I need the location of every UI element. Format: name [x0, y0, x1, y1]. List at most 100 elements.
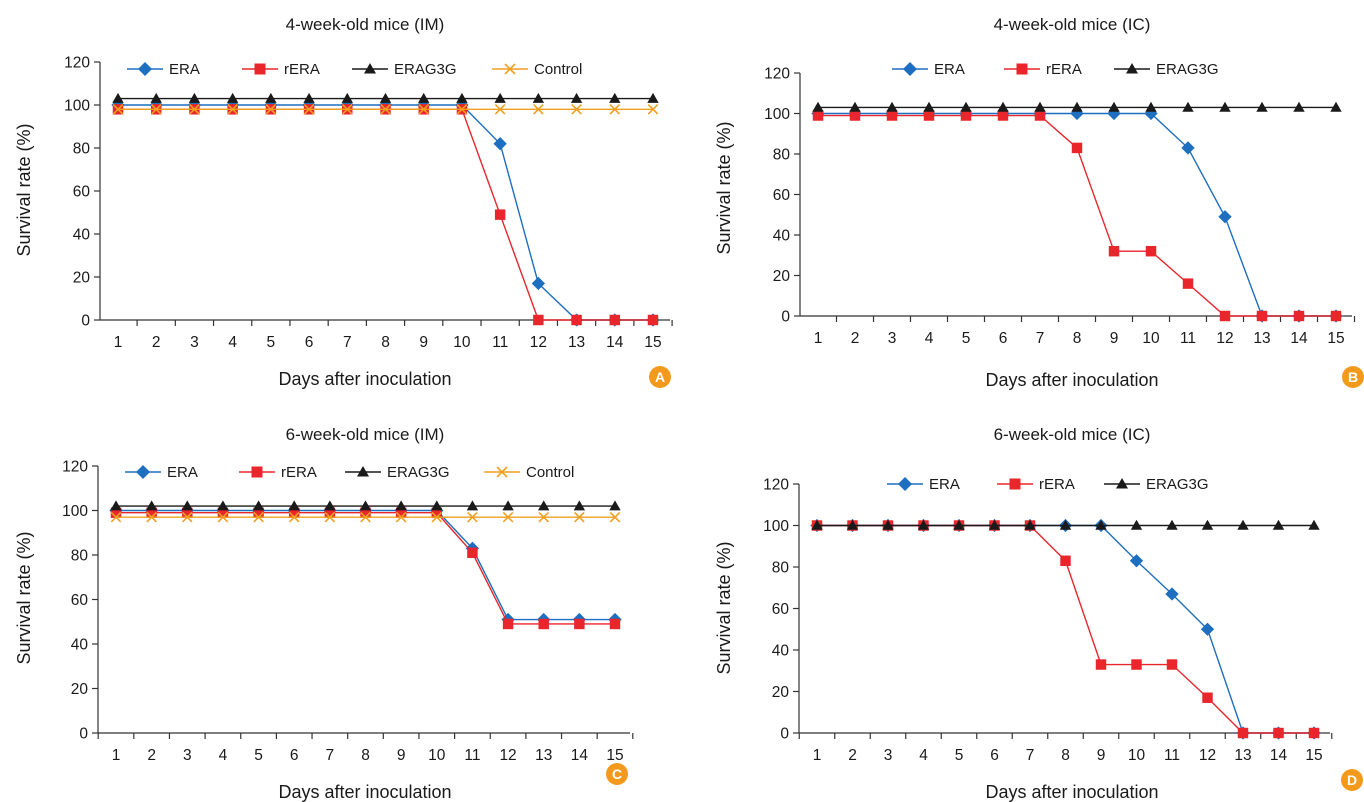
- data-point: [988, 519, 1001, 530]
- x-tick-label: 11: [1180, 330, 1196, 347]
- series-line: [118, 108, 653, 321]
- data-point: [960, 110, 972, 121]
- x-axis-label: Days after inoculation: [278, 369, 451, 389]
- y-axis-label: Survival rate (%): [14, 531, 34, 664]
- data-point: [1219, 101, 1231, 112]
- panel-badge-circle: [606, 763, 628, 785]
- panel-badge: B: [1342, 366, 1364, 388]
- data-point: [886, 110, 898, 121]
- data-point: [1330, 310, 1342, 322]
- y-axis-label: Survival rate (%): [14, 123, 34, 256]
- data-point: [609, 92, 621, 103]
- data-point: [923, 110, 935, 121]
- y-tick-label: 40: [71, 637, 89, 654]
- data-point: [146, 507, 157, 518]
- y-tick-label: 60: [773, 187, 791, 204]
- data-point: [531, 276, 546, 291]
- legend-item-rera: rERA: [239, 464, 317, 481]
- legend-label: ERAG3G: [387, 464, 450, 481]
- x-tick-label: 3: [888, 330, 897, 347]
- data-point: [265, 92, 277, 103]
- data-point: [265, 103, 277, 115]
- y-tick-label: 40: [73, 227, 91, 244]
- panel-badge-label: B: [1348, 369, 1358, 385]
- y-tick-label: 80: [73, 141, 91, 158]
- data-point: [997, 101, 1009, 112]
- data-point: [1272, 519, 1285, 530]
- data-point: [431, 507, 443, 518]
- series-rera: [110, 507, 621, 630]
- data-point: [182, 507, 193, 518]
- y-axis-label: Survival rate (%): [714, 541, 734, 674]
- x-tick-label: 13: [568, 334, 585, 351]
- x-tick-label: 11: [464, 747, 480, 764]
- series-rera: [112, 104, 659, 326]
- y-tick-label: 0: [79, 726, 88, 743]
- data-point: [811, 519, 823, 530]
- y-tick-label: 100: [764, 106, 790, 123]
- legend-marker: [136, 465, 150, 479]
- data-point: [324, 500, 336, 511]
- data-point: [1182, 278, 1194, 289]
- data-point: [181, 500, 193, 511]
- panel-badge: D: [1341, 769, 1363, 791]
- y-tick-label: 20: [71, 681, 89, 698]
- x-tick-label: 9: [1110, 330, 1119, 347]
- legend-marker: [357, 466, 369, 477]
- chart-title: 4-week-old mice (IM): [286, 15, 445, 34]
- data-point: [145, 500, 158, 511]
- legend-marker: [898, 477, 912, 491]
- data-point: [1256, 101, 1268, 112]
- data-point: [418, 92, 430, 103]
- data-point: [431, 500, 443, 511]
- legend-label: ERA: [934, 61, 965, 78]
- data-point: [303, 92, 315, 103]
- legend-label: Control: [526, 464, 574, 481]
- x-tick-label: 2: [147, 747, 156, 764]
- data-point: [846, 519, 859, 530]
- data-point: [882, 519, 894, 530]
- data-point: [324, 507, 336, 518]
- legend-item-era: ERA: [127, 61, 200, 78]
- legend-label: ERA: [929, 476, 960, 493]
- panel-badge-label: A: [655, 369, 665, 385]
- data-point: [1129, 554, 1144, 568]
- x-tick-label: 10: [1142, 330, 1160, 347]
- chart-title: 4-week-old mice (IC): [994, 15, 1151, 34]
- x-tick-label: 14: [571, 747, 589, 764]
- legend-marker: [364, 63, 376, 74]
- panel-badge-circle: [1342, 366, 1364, 388]
- legend-item-erag3g: ERAG3G: [1114, 61, 1219, 78]
- data-point: [1024, 519, 1036, 530]
- legend-item-erag3g: ERAG3G: [352, 61, 457, 78]
- data-point: [1108, 245, 1120, 257]
- x-tick-label: 11: [1164, 747, 1180, 764]
- data-point: [1071, 142, 1083, 154]
- data-point: [1145, 245, 1157, 257]
- data-point: [217, 511, 229, 523]
- series-era: [111, 98, 660, 327]
- x-tick-label: 6: [290, 747, 299, 764]
- panel-badge-circle: [649, 366, 671, 388]
- legend-label: ERAG3G: [394, 61, 457, 78]
- legend-item-era: ERA: [125, 464, 198, 481]
- data-point: [494, 92, 506, 103]
- y-tick-label: 20: [773, 268, 791, 285]
- x-tick-label: 4: [219, 747, 228, 764]
- data-point: [502, 618, 514, 630]
- x-tick-label: 12: [1199, 747, 1216, 764]
- data-point: [253, 511, 264, 523]
- x-tick-label: 7: [1026, 747, 1035, 764]
- x-tick-label: 5: [267, 334, 276, 351]
- data-point: [110, 500, 122, 511]
- panel-badge: C: [606, 763, 628, 785]
- x-tick-label: 6: [990, 747, 999, 764]
- legend-label: rERA: [1046, 61, 1082, 78]
- panel-badge-label: D: [1347, 772, 1357, 788]
- x-tick-label: 2: [152, 334, 161, 351]
- data-point: [532, 92, 545, 103]
- y-tick-label: 40: [772, 643, 790, 660]
- data-point: [849, 101, 861, 112]
- data-point: [571, 314, 582, 326]
- data-point: [502, 511, 514, 523]
